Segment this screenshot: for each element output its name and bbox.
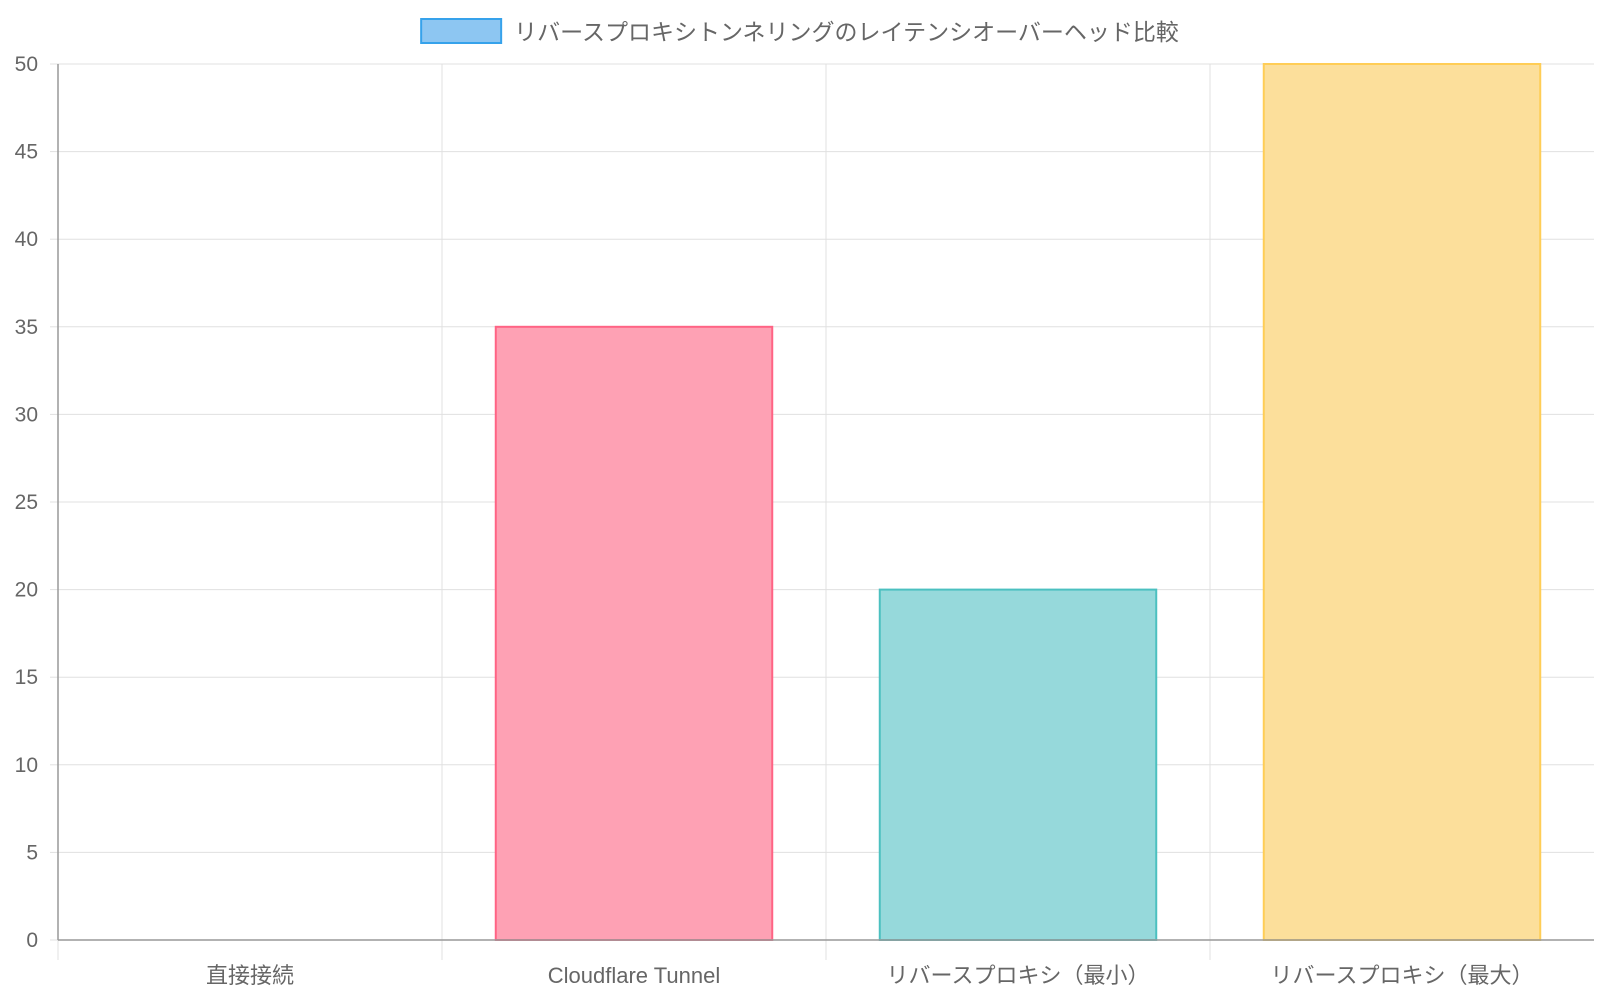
bars: [494, 63, 1542, 941]
bar-3[interactable]: [1262, 63, 1542, 941]
legend-label[interactable]: リバースプロキシトンネリングのレイテンシオーバーヘッド比較: [514, 19, 1179, 45]
y-tick-label: 0: [26, 929, 38, 952]
x-category-label: リバースプロキシ（最大）: [1271, 963, 1534, 988]
bar-1[interactable]: [494, 325, 774, 941]
y-axis-tick-labels: 0 5 10 15 20 25 30 35 40 45 50: [15, 53, 38, 952]
y-tick-label: 30: [15, 403, 38, 426]
legend[interactable]: リバースプロキシトンネリングのレイテンシオーバーヘッド比較: [420, 18, 1179, 45]
y-tick-label: 10: [15, 754, 38, 777]
y-tick-label: 35: [15, 316, 38, 339]
y-tick-label: 25: [15, 491, 38, 514]
x-category-label: Cloudflare Tunnel: [548, 963, 720, 988]
legend-swatch[interactable]: [420, 18, 503, 44]
y-tick-label: 15: [15, 666, 38, 689]
y-tick-label: 5: [26, 841, 38, 864]
x-category-label: リバースプロキシ（最小）: [887, 963, 1150, 988]
axes: [50, 63, 1594, 960]
bar-2[interactable]: [878, 588, 1158, 941]
y-tick-label: 45: [15, 141, 38, 164]
y-tick-label: 50: [15, 53, 38, 76]
x-category-label: 直接接続: [206, 963, 294, 988]
y-tick-label: 20: [15, 579, 38, 602]
x-axis-category-labels: 直接接続 Cloudflare Tunnel リバースプロキシ（最小） リバースプロキ…: [206, 963, 1533, 988]
y-tick-label: 40: [15, 228, 38, 251]
